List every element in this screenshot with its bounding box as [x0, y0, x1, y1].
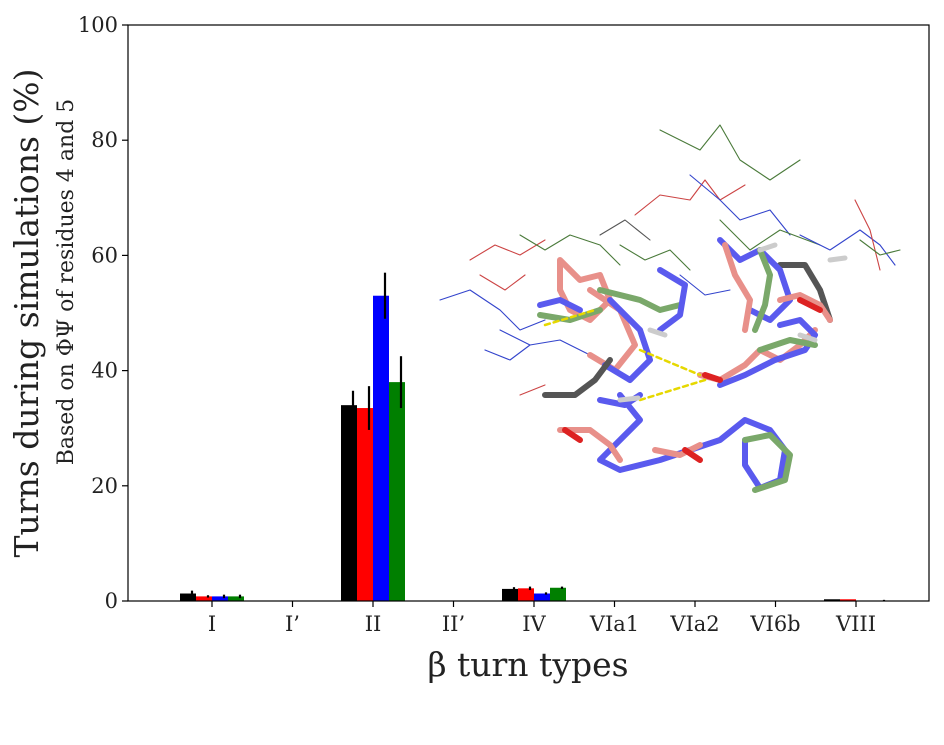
molecule-hydrogen	[827, 255, 848, 263]
molecule-stick	[542, 357, 613, 398]
molecule-line-thin	[719, 219, 821, 251]
molecule-line-thin	[599, 219, 651, 241]
x-axis-title: β turn types	[427, 645, 628, 684]
molecule-oxygen	[702, 372, 723, 383]
bar	[212, 596, 228, 601]
y-tick-label: 40	[91, 359, 118, 383]
molecule-stick	[537, 307, 603, 323]
molecule-oxygen	[797, 297, 823, 313]
molecule-line-thin	[634, 179, 746, 216]
bar	[228, 596, 244, 601]
molecule-line-thin	[519, 234, 621, 266]
molecule-stick	[777, 292, 833, 323]
molecule-stick	[717, 317, 818, 388]
bar	[180, 593, 196, 601]
hydrogen-bond	[638, 348, 702, 377]
molecule-stick	[597, 392, 693, 473]
y-axis-ticks: 0 20 40 60 80 100	[78, 13, 128, 613]
molecule-hydrogen	[647, 327, 668, 338]
molecule-line-thin	[484, 344, 531, 361]
x-tick-label: I’	[285, 612, 300, 636]
bar	[550, 587, 566, 601]
x-tick-label: VIa1	[589, 612, 639, 636]
bars-group	[180, 295, 856, 601]
x-tick-label: VIa2	[669, 612, 719, 636]
x-tick-label: I	[208, 612, 216, 636]
molecule-line-thin	[689, 174, 791, 236]
molecule-line-thin	[439, 289, 546, 331]
molecule-hydrogen	[617, 395, 641, 403]
y-tick-label: 0	[105, 589, 118, 613]
y-tick-label: 20	[91, 474, 118, 498]
x-axis-ticks: I I’ II II’ IV VIa1 VIa2 VI6b VIII	[208, 601, 876, 636]
y-tick-label: 80	[91, 128, 118, 152]
molecule-stick	[722, 242, 753, 333]
plot-frame	[127, 24, 930, 602]
molecule-stick	[742, 432, 793, 493]
x-tick-label: IV	[522, 612, 546, 636]
bar	[341, 405, 357, 601]
bar	[357, 408, 373, 601]
molecule-line-thin	[499, 329, 591, 356]
x-tick-label: VIII	[835, 612, 876, 636]
molecule-structure-inset	[439, 124, 901, 493]
molecule-stick	[597, 287, 683, 313]
bar	[196, 596, 212, 601]
molecule-oxygen	[682, 447, 703, 463]
molecule-stick	[757, 337, 818, 353]
y-axis-subtitle: Based on ΦΨ of residues 4 and 5	[54, 99, 79, 466]
bar	[534, 593, 550, 601]
molecule-stick	[657, 267, 688, 333]
molecule-line-thin	[619, 244, 691, 271]
bar	[840, 599, 856, 601]
molecule-stick	[652, 442, 703, 458]
molecule-stick	[537, 297, 583, 313]
molecule-stick	[557, 427, 623, 463]
x-tick-label: II’	[442, 612, 465, 636]
molecule-line-thin	[479, 274, 526, 291]
molecule-line-thin	[519, 384, 546, 396]
molecule-stick	[752, 247, 773, 333]
molecule-stick	[777, 262, 833, 323]
molecule-stick	[602, 297, 653, 383]
bar	[389, 382, 405, 601]
molecule-hydrogen	[757, 242, 778, 253]
molecule-line-thin	[469, 239, 546, 261]
hydrogen-bond	[638, 378, 707, 402]
bar	[373, 295, 389, 601]
x-tick-label: II	[365, 612, 382, 636]
molecule-line-thin	[659, 124, 801, 181]
molecule-stick	[717, 237, 793, 323]
bar	[502, 588, 518, 601]
molecule-hydrogen	[797, 332, 818, 343]
molecule-oxygen	[562, 427, 583, 443]
molecule-line-thin	[679, 274, 731, 296]
molecule-line-thin	[854, 199, 881, 271]
bar	[824, 599, 840, 601]
bar	[518, 588, 534, 601]
hydrogen-bond	[543, 308, 597, 327]
x-tick-label: VI6b	[749, 612, 800, 636]
y-tick-label: 100	[78, 13, 118, 37]
y-tick-label: 60	[91, 243, 118, 267]
molecule-line-thin	[799, 229, 896, 266]
molecule-stick	[687, 417, 788, 491]
molecule-line-thin	[859, 239, 901, 256]
y-axis-title: Turns during simulations (%)	[7, 68, 46, 557]
